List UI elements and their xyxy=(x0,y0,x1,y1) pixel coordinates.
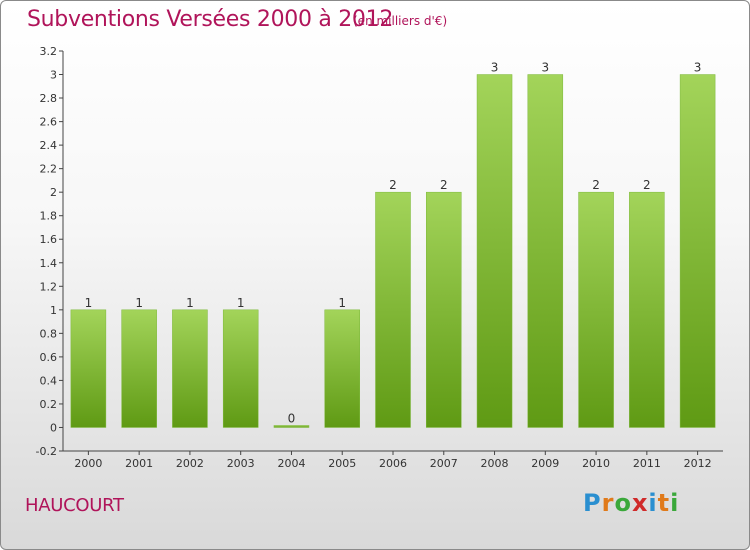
y-tick-label: 0.6 xyxy=(40,351,58,364)
logo-letter: r xyxy=(601,489,615,517)
bar-value-label: 1 xyxy=(237,296,245,310)
y-tick-label: 2.6 xyxy=(40,116,58,129)
bar xyxy=(70,309,107,428)
bar-value-label: 2 xyxy=(643,178,651,192)
bar-value-label: 1 xyxy=(186,296,194,310)
bar xyxy=(578,191,614,428)
x-tick-label: 2007 xyxy=(430,457,458,470)
x-tick-label: 2009 xyxy=(531,457,559,470)
bar xyxy=(222,309,259,428)
logo-letter: i xyxy=(670,489,680,517)
y-tick-label: 1.6 xyxy=(40,233,58,246)
y-tick-label: 1.4 xyxy=(40,257,58,270)
logo-letter: t xyxy=(657,489,671,517)
y-tick-label: 0.2 xyxy=(40,398,58,411)
proxiti-logo: Proxiti xyxy=(583,489,679,517)
x-tick-label: 2004 xyxy=(277,457,305,470)
bar xyxy=(324,309,360,428)
y-tick-label: 1.8 xyxy=(40,210,58,223)
y-tick-label: 0.4 xyxy=(40,374,58,387)
bar-value-label: 0 xyxy=(288,411,296,425)
y-tick-label: -0.2 xyxy=(36,445,57,458)
bar-value-label: 2 xyxy=(389,178,397,192)
x-tick-label: 2010 xyxy=(582,457,610,470)
x-tick-label: 2001 xyxy=(125,457,153,470)
bar-value-label: 3 xyxy=(694,61,702,75)
chart-title: Subventions Versées 2000 à 2012 xyxy=(27,7,394,32)
y-tick-label: 2.4 xyxy=(40,139,58,152)
bar-value-label: 1 xyxy=(135,296,143,310)
logo-letter: i xyxy=(648,489,658,517)
x-tick-label: 2002 xyxy=(176,457,204,470)
y-tick-label: 3.2 xyxy=(40,45,58,58)
bar-value-label: 3 xyxy=(541,61,549,75)
bar xyxy=(375,191,411,428)
x-tick-label: 2006 xyxy=(379,457,407,470)
bar-value-label: 2 xyxy=(592,178,600,192)
x-tick-label: 2003 xyxy=(227,457,255,470)
bar xyxy=(121,309,157,428)
town-name: HAUCOURT xyxy=(25,495,124,516)
y-tick-label: 0.8 xyxy=(40,327,58,340)
y-tick-label: 2.2 xyxy=(40,163,58,176)
bar xyxy=(273,425,310,428)
y-tick-label: 0 xyxy=(50,421,57,434)
x-tick-label: 2012 xyxy=(684,457,712,470)
y-tick-label: 2 xyxy=(50,186,57,199)
logo-letter: o xyxy=(614,489,632,517)
bar-value-label: 1 xyxy=(338,296,346,310)
x-tick-label: 2008 xyxy=(481,457,509,470)
x-tick-label: 2005 xyxy=(328,457,356,470)
y-tick-label: 3 xyxy=(50,69,57,82)
bar-value-label: 3 xyxy=(491,61,499,75)
y-tick-label: 1.2 xyxy=(40,280,58,293)
bar xyxy=(476,74,513,428)
y-tick-label: 1 xyxy=(50,304,57,317)
bar xyxy=(426,191,462,428)
bar xyxy=(172,309,208,428)
bar xyxy=(679,74,716,428)
bar-value-label: 1 xyxy=(85,296,93,310)
bar-value-label: 2 xyxy=(440,178,448,192)
y-tick-label: 2.8 xyxy=(40,92,58,105)
logo-letter: x xyxy=(631,489,649,517)
chart-subtitle: (en milliers d'€) xyxy=(353,14,448,28)
bar xyxy=(629,191,665,428)
logo-letter: P xyxy=(583,489,602,517)
bar xyxy=(527,74,564,428)
x-tick-label: 2000 xyxy=(74,457,102,470)
x-tick-label: 2011 xyxy=(633,457,661,470)
